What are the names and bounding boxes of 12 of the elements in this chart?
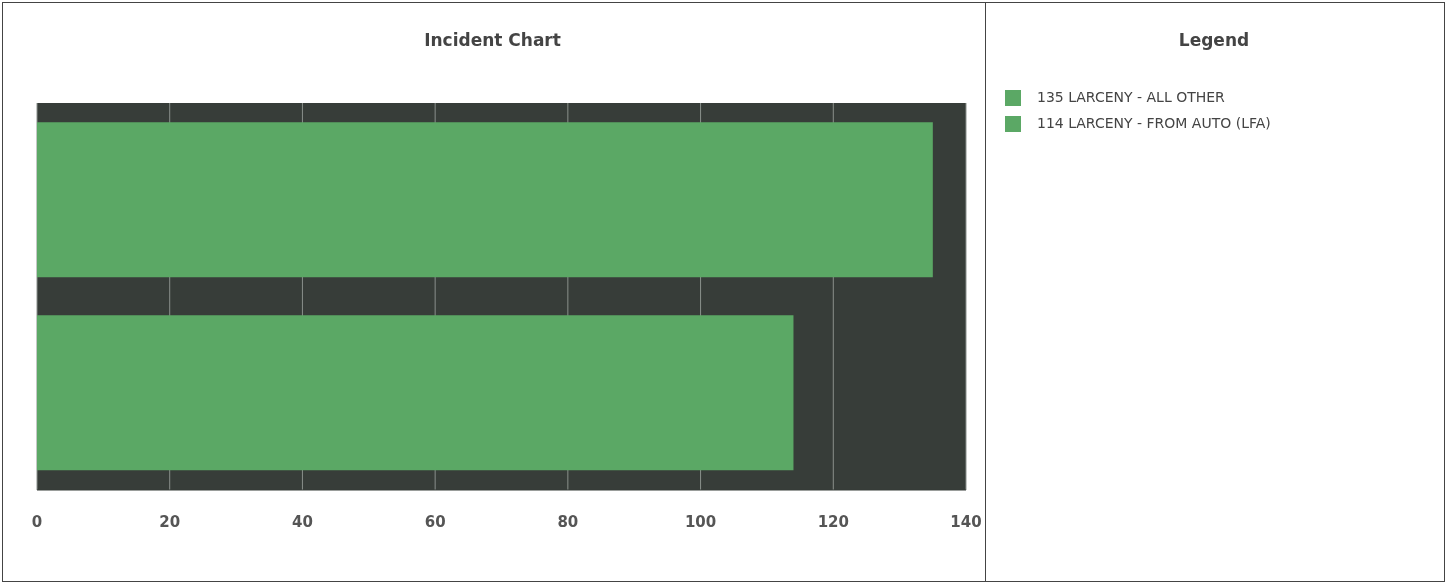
legend-label: 135 LARCENY - ALL OTHER [1037,89,1225,105]
x-tick-label: 60 [424,512,446,531]
x-tick-label: 20 [159,512,181,531]
x-tick-label: 140 [950,512,982,531]
legend-label: 114 LARCENY - FROM AUTO (LFA) [1037,115,1271,131]
x-tick-label: 40 [291,512,313,531]
x-tick-label: 120 [817,512,849,531]
chart-title: Incident Chart [423,30,562,50]
x-tick-label: 80 [557,512,579,531]
x-tick-label: 0 [31,512,43,531]
x-tick-label: 100 [684,512,717,531]
legend-title: Legend [1177,30,1251,50]
